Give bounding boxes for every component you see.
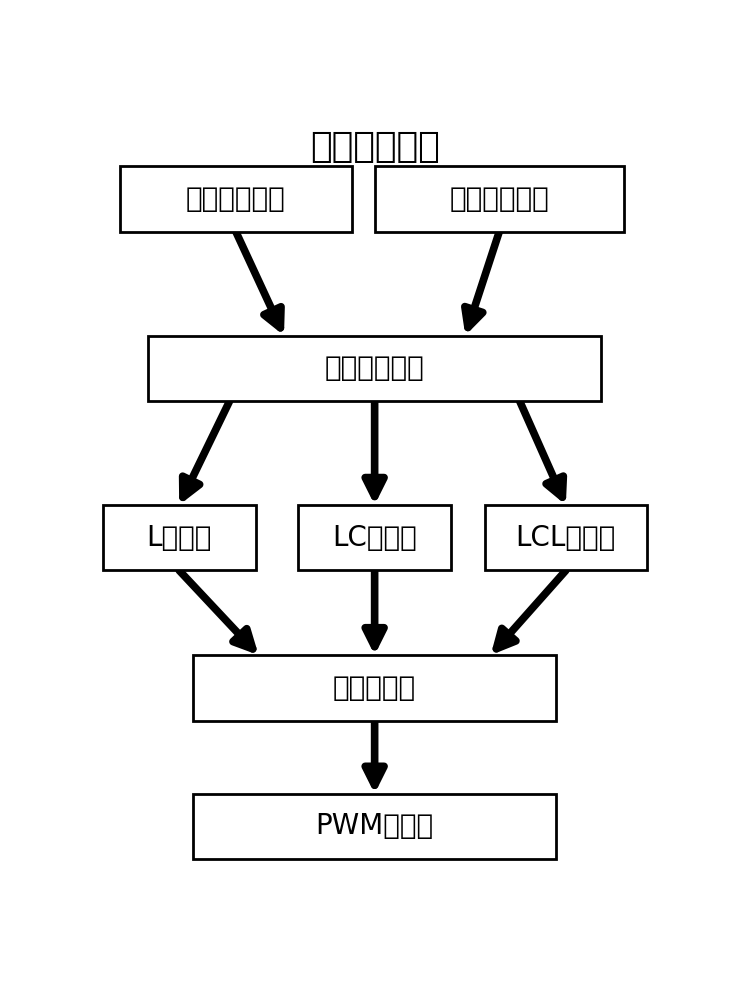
Bar <box>374 166 624 232</box>
Text: 阻滞疏导系统: 阻滞疏导系统 <box>310 130 439 164</box>
Bar <box>193 794 556 859</box>
Bar <box>193 655 556 721</box>
FancyArrowPatch shape <box>366 721 384 785</box>
FancyArrowPatch shape <box>236 232 281 328</box>
Bar <box>102 505 256 570</box>
Text: 高阶滤波器: 高阶滤波器 <box>333 674 416 702</box>
Bar <box>485 505 646 570</box>
Text: LCL型滤波: LCL型滤波 <box>515 524 616 552</box>
Bar <box>120 166 352 232</box>
Text: L型滤波: L型滤波 <box>146 524 212 552</box>
FancyArrowPatch shape <box>366 570 384 647</box>
FancyArrowPatch shape <box>179 570 253 649</box>
FancyArrowPatch shape <box>465 232 499 327</box>
Text: LC型滤波: LC型滤波 <box>333 524 417 552</box>
Text: 电感阻滞模块: 电感阻滞模块 <box>186 185 286 213</box>
FancyArrowPatch shape <box>520 401 564 497</box>
FancyArrowPatch shape <box>366 401 384 496</box>
FancyArrowPatch shape <box>496 570 566 649</box>
Text: 电容疏导模块: 电容疏导模块 <box>450 185 549 213</box>
Bar <box>298 505 451 570</box>
Bar <box>148 336 602 401</box>
Text: 融合衍生模块: 融合衍生模块 <box>325 354 425 382</box>
Text: PWM整流器: PWM整流器 <box>316 812 433 840</box>
FancyArrowPatch shape <box>183 401 230 497</box>
